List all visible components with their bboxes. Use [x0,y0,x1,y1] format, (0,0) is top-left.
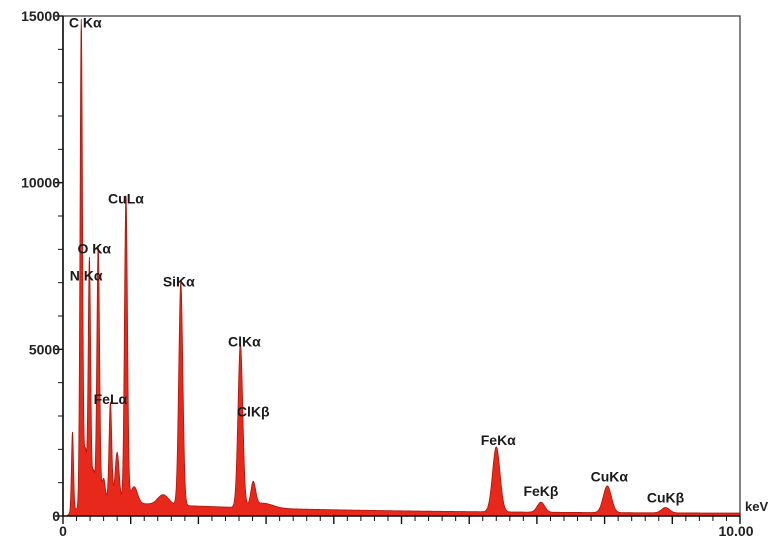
peak-labels: C Kα N Kα O Kα FeLα CuLα SiKα ClKα ClKβ FeKα FeKβ… [69,14,685,505]
peak-label-clkβ: ClKβ [237,404,270,420]
peak-label-felα: FeLα [94,391,128,407]
x-axis-label: keV [745,499,768,514]
peak-label-clkα: ClKα [228,334,261,350]
peak-label-sikα: SiKα [163,274,195,290]
peak-label-cukβ: CuKβ [647,490,685,506]
axes [62,15,741,517]
peak-label-cukα: CuKα [591,468,629,484]
x-tick-label: 10.00 [718,523,753,539]
plot-area [65,18,741,517]
y-tick-label: 10000 [21,175,60,191]
plot-frame [62,15,741,517]
ticks: 0 5000 10000 15000 0 10.00 keV [21,8,768,539]
peak-label-fekα: FeKα [481,432,516,448]
y-tick-label: 0 [52,508,60,524]
peak-label-okα: O Kα [77,240,111,256]
peak-label-nkα: N Kα [70,268,103,284]
peak-label-culα: CuLα [108,190,144,206]
x-tick-label: 0 [59,523,67,539]
peak-label-fekβ: FeKβ [523,483,558,499]
spectrum-area [65,18,741,517]
y-tick-label: 5000 [29,341,60,357]
y-tick-label: 15000 [21,8,60,24]
peak-label-ckα: C Kα [69,14,102,30]
